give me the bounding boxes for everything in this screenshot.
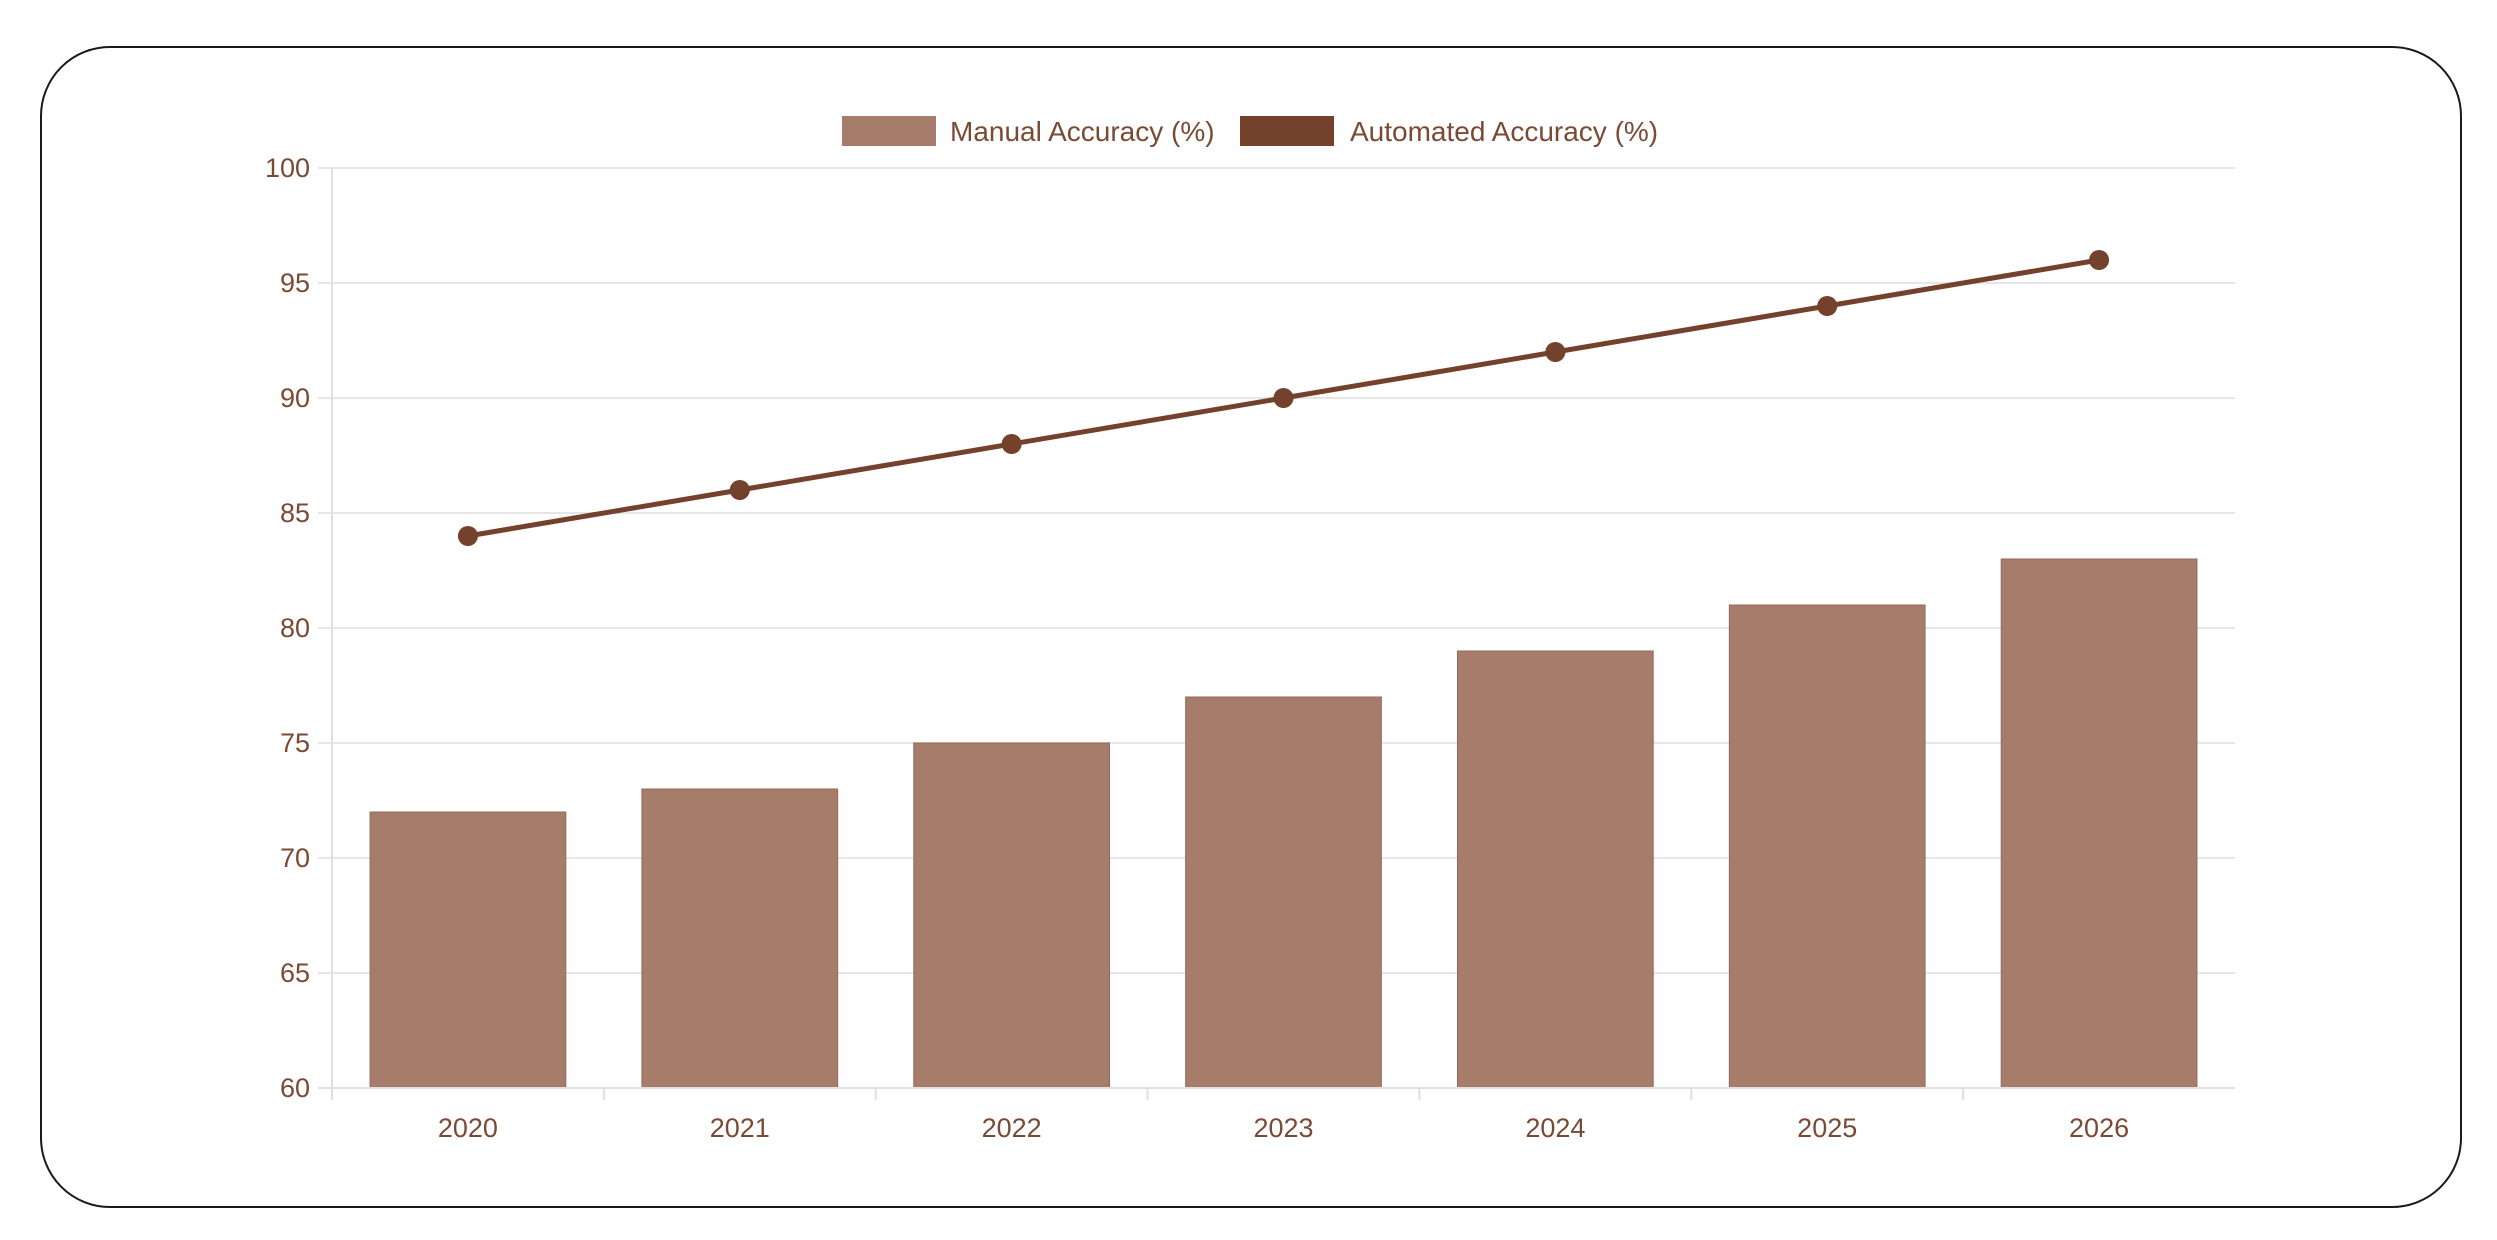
bar-2022 <box>913 742 1111 1089</box>
legend-label-automated[interactable]: Automated Accuracy (%) <box>1350 116 1658 147</box>
y-tick-label: 90 <box>280 383 310 413</box>
y-tick-label: 60 <box>280 1073 310 1103</box>
point-2020 <box>457 526 478 546</box>
point-2021 <box>729 480 750 500</box>
point-2024 <box>1545 342 1566 362</box>
line-series <box>457 250 2110 546</box>
x-tick-label: 2022 <box>982 1113 1042 1143</box>
legend-swatch-automated[interactable] <box>1240 116 1334 146</box>
y-tick-label: 70 <box>280 843 310 873</box>
legend-swatch-manual[interactable] <box>842 116 936 146</box>
bar-2024 <box>1456 650 1654 1089</box>
x-tick-label: 2024 <box>1525 1113 1585 1143</box>
x-tick-label: 2026 <box>2069 1113 2129 1143</box>
y-tick-label: 65 <box>280 958 310 988</box>
point-2023 <box>1273 388 1294 408</box>
point-2026 <box>2089 250 2110 270</box>
y-axis: 60 65 70 75 80 85 90 95 100 <box>265 153 333 1103</box>
point-2022 <box>1001 434 1022 454</box>
bar-2026 <box>2000 558 2198 1089</box>
bar-series <box>369 558 2198 1089</box>
x-tick-label: 2023 <box>1253 1113 1313 1143</box>
x-tick-label: 2025 <box>1797 1113 1857 1143</box>
point-2025 <box>1817 296 1838 316</box>
legend: Manual Accuracy (%) Automated Accuracy (… <box>842 116 1658 147</box>
y-tick-label: 95 <box>280 268 310 298</box>
x-tick-label: 2020 <box>438 1113 498 1143</box>
legend-label-manual[interactable]: Manual Accuracy (%) <box>950 116 1215 147</box>
bar-2025 <box>1728 604 1926 1089</box>
bar-2023 <box>1185 696 1382 1089</box>
y-tick-label: 100 <box>265 153 310 183</box>
y-tick-label: 75 <box>280 728 310 758</box>
y-tick-label: 80 <box>280 613 310 643</box>
x-tick-label: 2021 <box>710 1113 770 1143</box>
bar-2020 <box>369 811 567 1089</box>
bar-2021 <box>641 788 839 1089</box>
x-axis: 2020 2021 2022 2023 2024 2025 2026 <box>318 1087 2235 1143</box>
y-tick-label: 85 <box>280 498 310 528</box>
